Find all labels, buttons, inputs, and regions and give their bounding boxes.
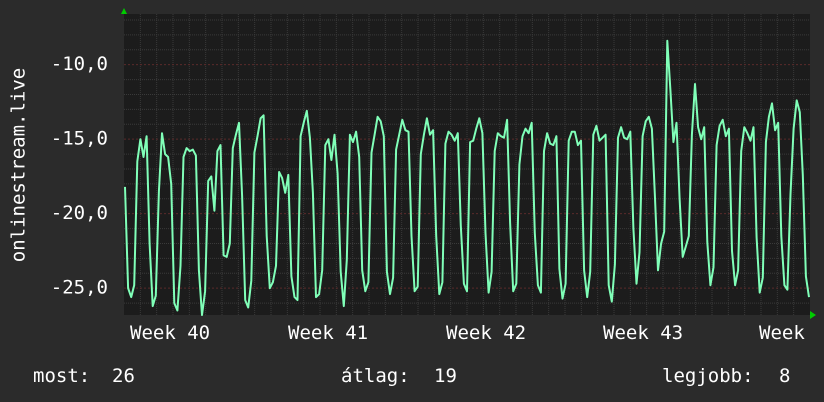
x-axis-arrow	[810, 311, 816, 319]
y-tick-label: -20,0	[51, 202, 108, 224]
y-axis-arrow	[121, 8, 127, 14]
y-axis-label: onlinestream.live	[8, 68, 30, 262]
y-tick-label: -10,0	[51, 53, 108, 75]
stat-now-value: 26	[112, 365, 135, 387]
stat-avg-value: 19	[434, 365, 457, 387]
x-tick-label: Week 43	[603, 322, 683, 344]
x-tick-label: Week 42	[446, 322, 526, 344]
series-line	[124, 39, 810, 316]
stat-best-label: legjobb:	[662, 365, 754, 387]
x-tick-label: Week	[759, 322, 805, 344]
y-tick-label: -15,0	[51, 128, 108, 150]
stat-avg-label: átlag:	[341, 365, 410, 387]
x-tick-label: Week 41	[288, 322, 368, 344]
x-tick-label: Week 40	[130, 322, 210, 344]
stat-best-value: 8	[779, 365, 790, 387]
stat-now-label: most:	[33, 365, 90, 387]
y-tick-label: -25,0	[51, 277, 108, 299]
